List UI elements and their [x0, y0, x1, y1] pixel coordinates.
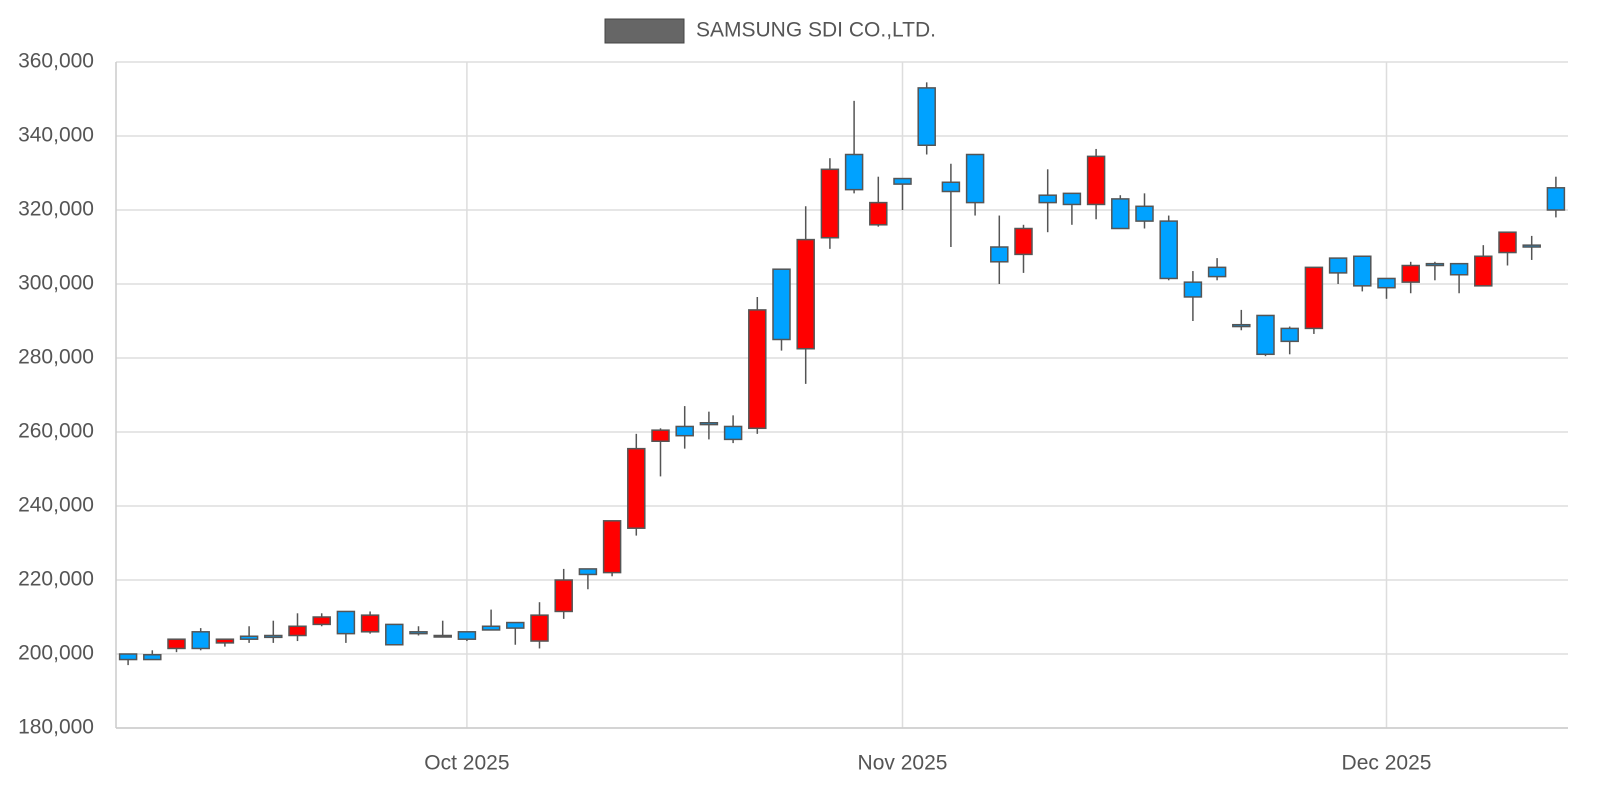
y-tick-label: 220,000: [18, 568, 94, 591]
candle-body: [215, 638, 235, 644]
candle-body: [1062, 192, 1082, 206]
candle-body: [1111, 198, 1130, 230]
legend-label: SAMSUNG SDI CO.,LTD.: [696, 19, 936, 42]
candle-body: [118, 653, 138, 661]
candle-body: [1014, 227, 1033, 256]
candle-body: [651, 429, 670, 442]
candle-body: [1038, 194, 1057, 204]
candle-body: [433, 634, 452, 638]
candle-body: [1377, 277, 1396, 289]
y-tick-label: 180,000: [18, 716, 94, 739]
candle-body: [264, 634, 283, 639]
candle-body: [627, 447, 646, 529]
candle-body: [1522, 244, 1541, 248]
y-tick-label: 320,000: [18, 198, 94, 221]
candle-body: [965, 153, 985, 204]
candle-body: [869, 201, 888, 226]
candle-body: [772, 268, 791, 341]
candle-body: [1425, 262, 1445, 267]
candle-body: [1280, 327, 1299, 343]
candle-body: [312, 616, 331, 626]
candle-body: [143, 653, 162, 661]
candle-body: [917, 87, 936, 146]
candle-body: [1207, 266, 1227, 278]
candle-body: [941, 181, 961, 193]
candle-body: [1183, 281, 1203, 298]
candle-body: [820, 168, 840, 239]
y-tick-label: 360,000: [18, 50, 94, 73]
x-tick-label: Nov 2025: [858, 752, 948, 775]
candle-body: [288, 625, 307, 637]
candle-body: [530, 614, 549, 642]
x-tick-label: Oct 2025: [424, 752, 509, 775]
candle-body: [1304, 266, 1324, 330]
candle-body: [1401, 264, 1420, 283]
candle-body: [796, 238, 815, 350]
candle-body: [385, 623, 404, 646]
candle-body: [409, 631, 428, 635]
candle-body: [457, 631, 477, 640]
y-tick-label: 340,000: [18, 124, 94, 147]
candle-body: [1546, 187, 1566, 211]
y-tick-label: 240,000: [18, 494, 94, 517]
candle-body: [1159, 220, 1178, 280]
y-tick-label: 300,000: [18, 272, 94, 295]
y-tick-label: 200,000: [18, 642, 94, 665]
x-tick-label: Dec 2025: [1342, 752, 1432, 775]
candle-body: [723, 425, 743, 441]
candle-body: [167, 638, 186, 650]
candle-body: [1474, 255, 1493, 287]
candle-body: [481, 625, 501, 631]
candle-body: [336, 610, 356, 635]
candle-body: [893, 177, 912, 185]
candle-body: [699, 422, 719, 426]
candle-body: [1498, 231, 1517, 254]
candle-body: [844, 153, 864, 191]
candle-body: [990, 246, 1009, 263]
candle-body: [1449, 262, 1469, 276]
candle-body: [748, 309, 767, 430]
candle-body: [1353, 255, 1372, 287]
candle-body: [506, 621, 525, 629]
candle-body: [1328, 257, 1348, 274]
candle-body: [1135, 205, 1154, 222]
y-tick-label: 260,000: [18, 420, 94, 443]
candle-body: [1232, 323, 1251, 328]
candle-body: [239, 635, 259, 640]
candle-body: [554, 579, 573, 613]
candle-body: [602, 520, 622, 574]
candle-body: [191, 631, 210, 650]
candle-body: [1256, 314, 1275, 356]
candle-body: [578, 568, 598, 576]
candle-body: [1086, 155, 1106, 206]
candle-body: [675, 425, 694, 437]
candle-body: [360, 614, 380, 633]
y-tick-label: 280,000: [18, 346, 94, 369]
legend-swatch: [604, 18, 685, 44]
